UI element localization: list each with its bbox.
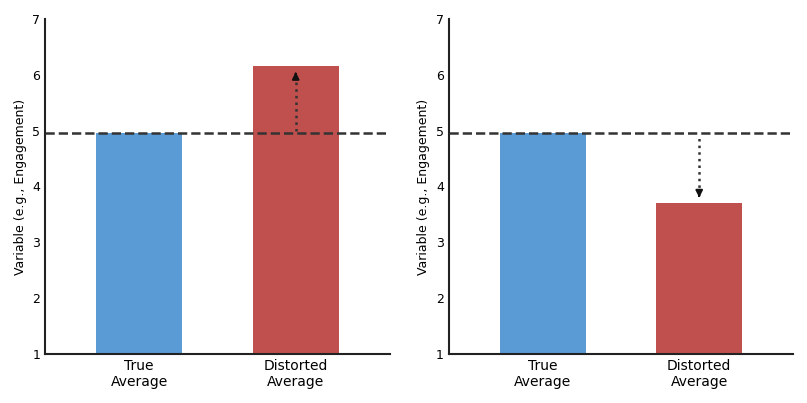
Y-axis label: Variable (e.g., Engagement): Variable (e.g., Engagement)	[417, 98, 430, 274]
Bar	[253, 66, 339, 354]
Bar	[500, 133, 586, 354]
Y-axis label: Variable (e.g., Engagement): Variable (e.g., Engagement)	[14, 98, 27, 274]
Bar	[656, 203, 742, 354]
Bar	[96, 133, 182, 354]
